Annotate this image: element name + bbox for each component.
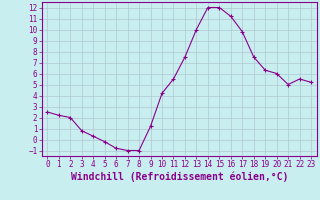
X-axis label: Windchill (Refroidissement éolien,°C): Windchill (Refroidissement éolien,°C) [70,172,288,182]
